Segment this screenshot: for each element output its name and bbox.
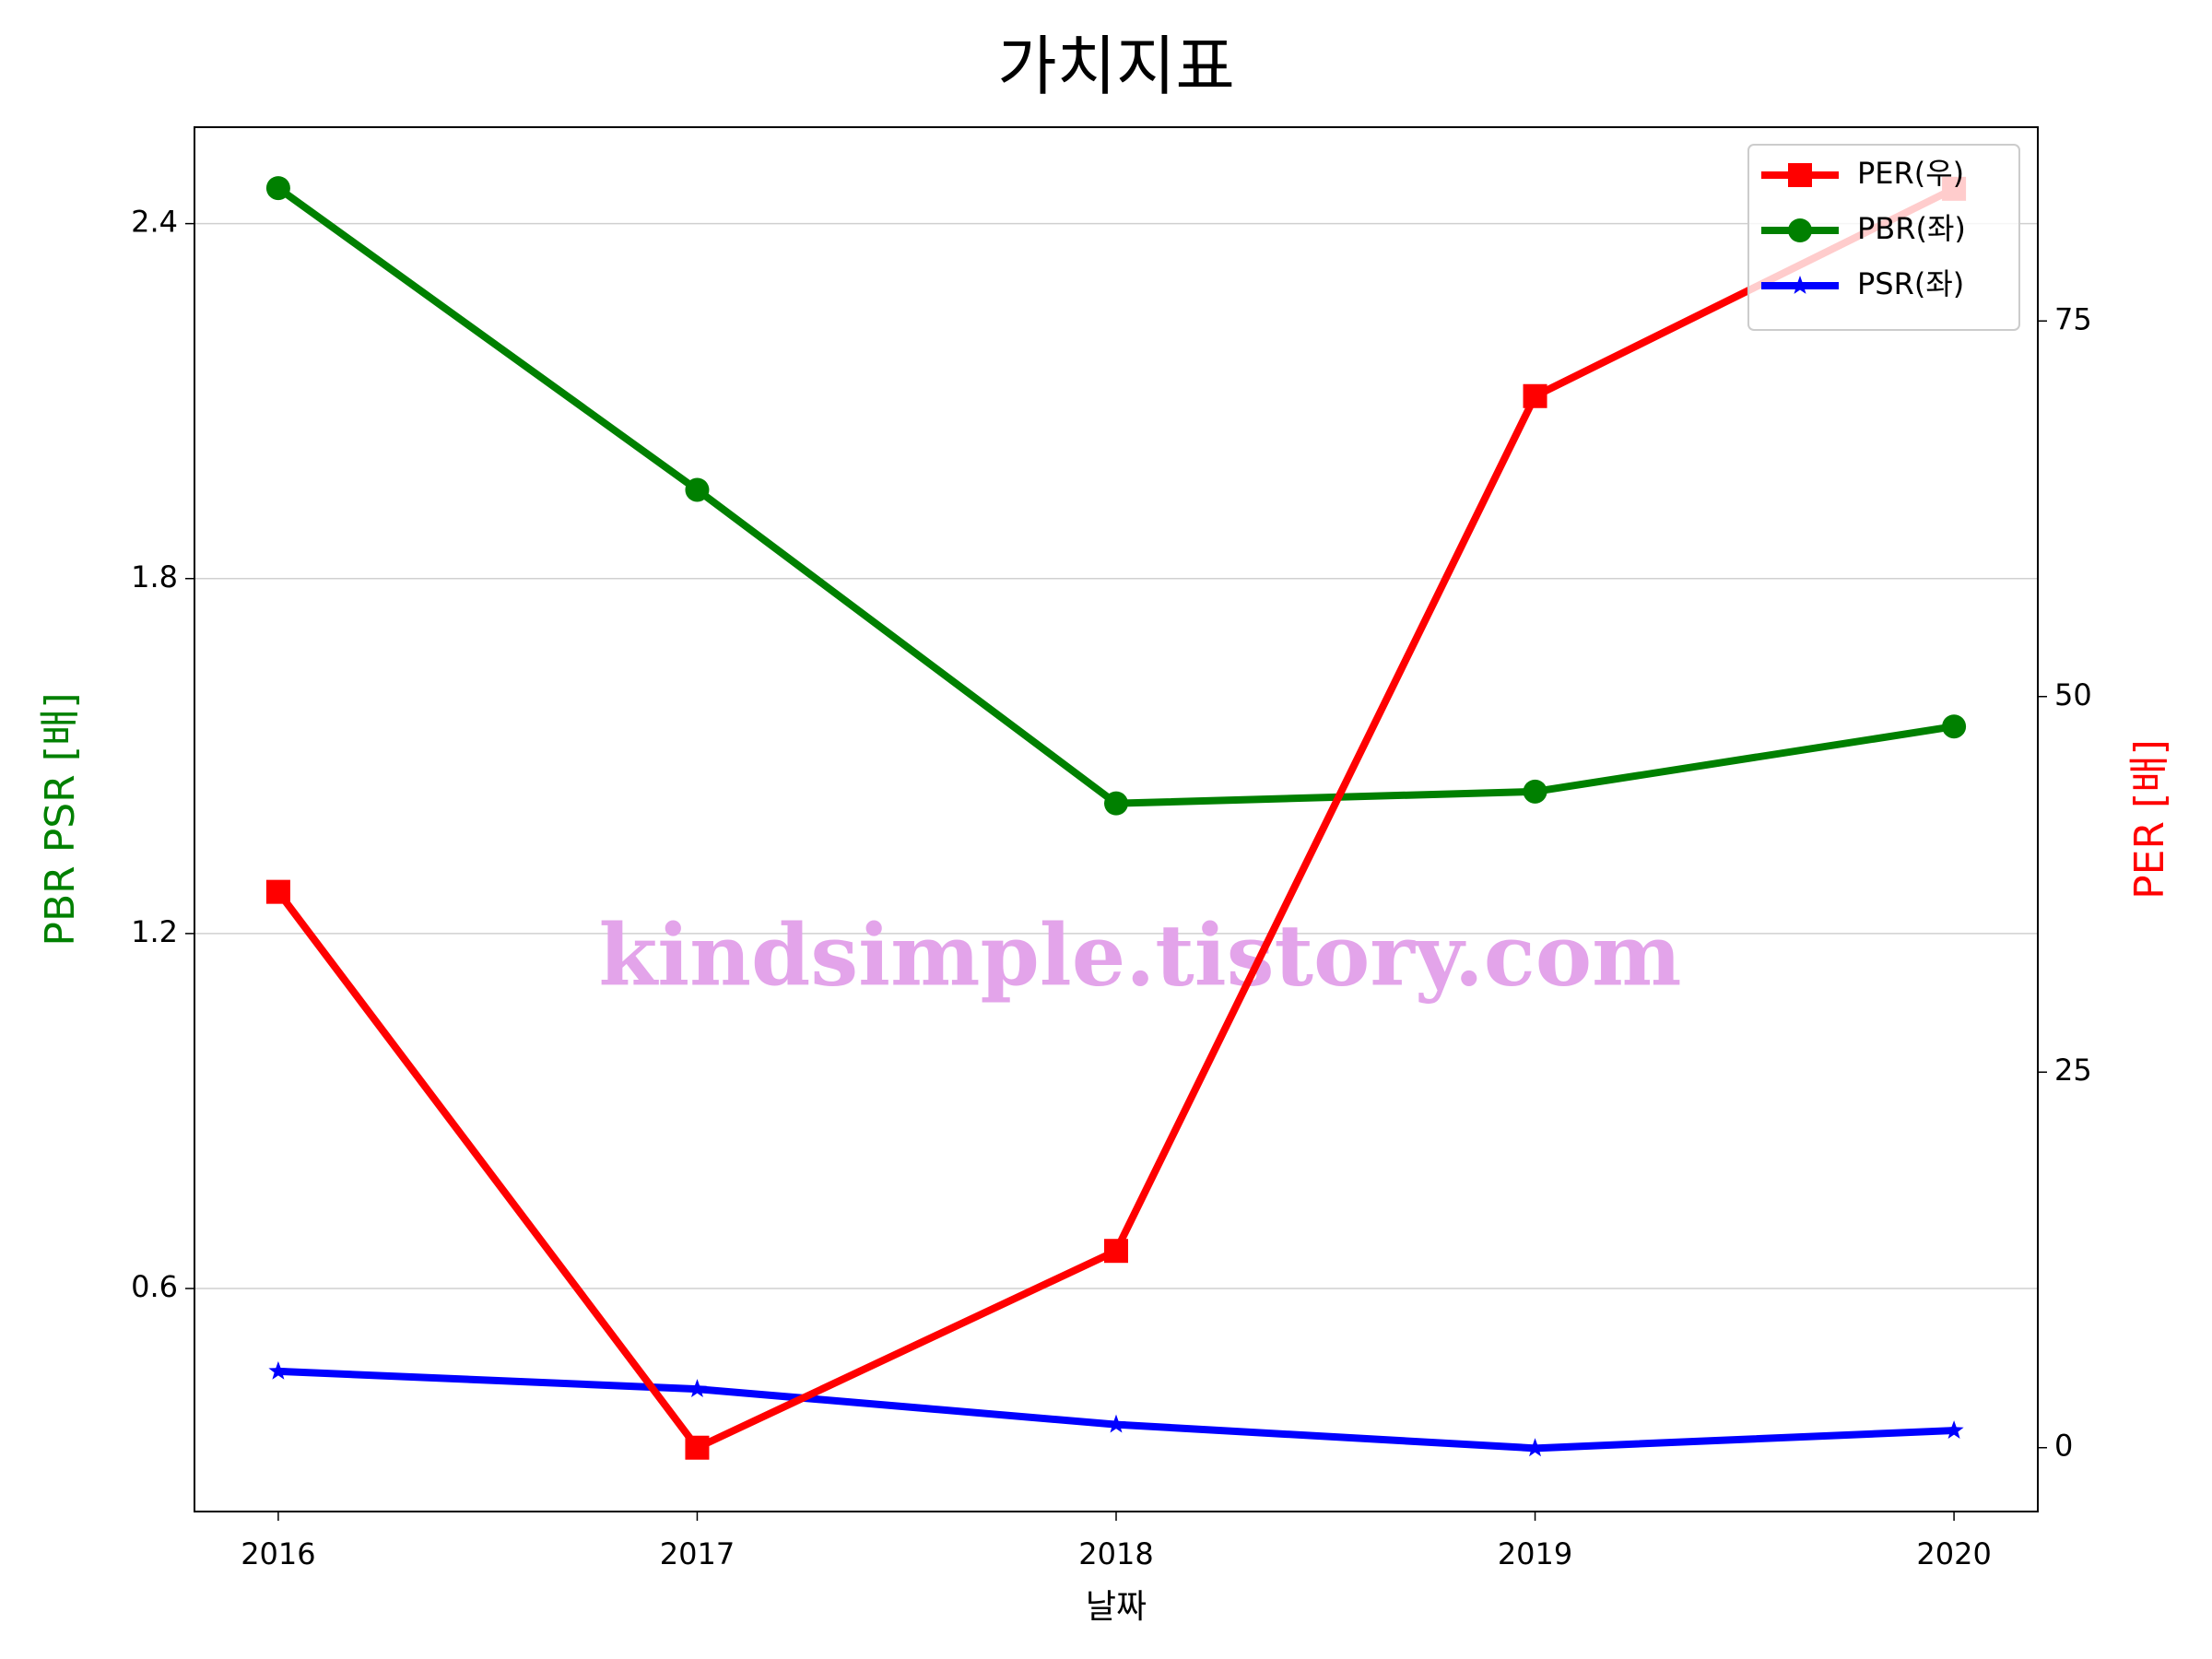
x-tick-label: 2019 <box>1498 1536 1572 1571</box>
x-axis-label: 날짜 <box>1086 1588 1147 1626</box>
y2-tick-label: 75 <box>2054 301 2092 336</box>
data-point <box>1525 1438 1545 1457</box>
legend-marker <box>1788 163 1812 187</box>
data-point <box>1523 383 1547 408</box>
y-tick-label: 1.2 <box>131 914 178 949</box>
y-axis-label: PBR PSR [배] <box>37 692 84 946</box>
data-point <box>265 879 290 904</box>
legend-label: PBR(좌) <box>1857 211 1966 246</box>
x-tick-label: 2016 <box>241 1536 315 1571</box>
y-tick-label: 2.4 <box>131 205 178 240</box>
data-point <box>685 1435 710 1460</box>
data-point <box>1523 779 1547 804</box>
chart-title: 가치지표 <box>997 29 1235 104</box>
y-tick-label: 0.6 <box>131 1269 178 1304</box>
data-point <box>268 1360 288 1380</box>
data-point <box>1944 1420 1964 1439</box>
plot-frame <box>194 126 2039 1512</box>
x-tick-label: 2017 <box>660 1536 735 1571</box>
data-point <box>1104 791 1128 816</box>
y2-tick-label: 50 <box>2054 677 2092 712</box>
y2-tick-label: 25 <box>2054 1053 2092 1088</box>
legend-label: PER(우) <box>1857 156 1964 191</box>
legend-marker <box>1788 218 1812 242</box>
legend: PER(우) PBR(좌) PSR(좌) <box>1747 144 2020 331</box>
watermark: kindsimple.tistory.com <box>598 906 1681 1006</box>
data-point <box>688 1379 707 1397</box>
legend-marker <box>1790 276 1810 294</box>
x-tick-label: 2018 <box>1078 1536 1153 1571</box>
y2-axis-label: PER [배] <box>2126 739 2173 900</box>
y-tick-label: 1.8 <box>131 559 178 594</box>
data-point <box>1104 1239 1128 1264</box>
data-point <box>265 176 290 201</box>
legend-label: PSR(좌) <box>1857 266 1964 301</box>
x-tick-label: 2020 <box>1916 1536 1991 1571</box>
y2-tick-label: 0 <box>2054 1429 2073 1464</box>
data-point <box>685 477 710 502</box>
data-point <box>1942 714 1967 739</box>
data-point <box>1106 1414 1126 1433</box>
